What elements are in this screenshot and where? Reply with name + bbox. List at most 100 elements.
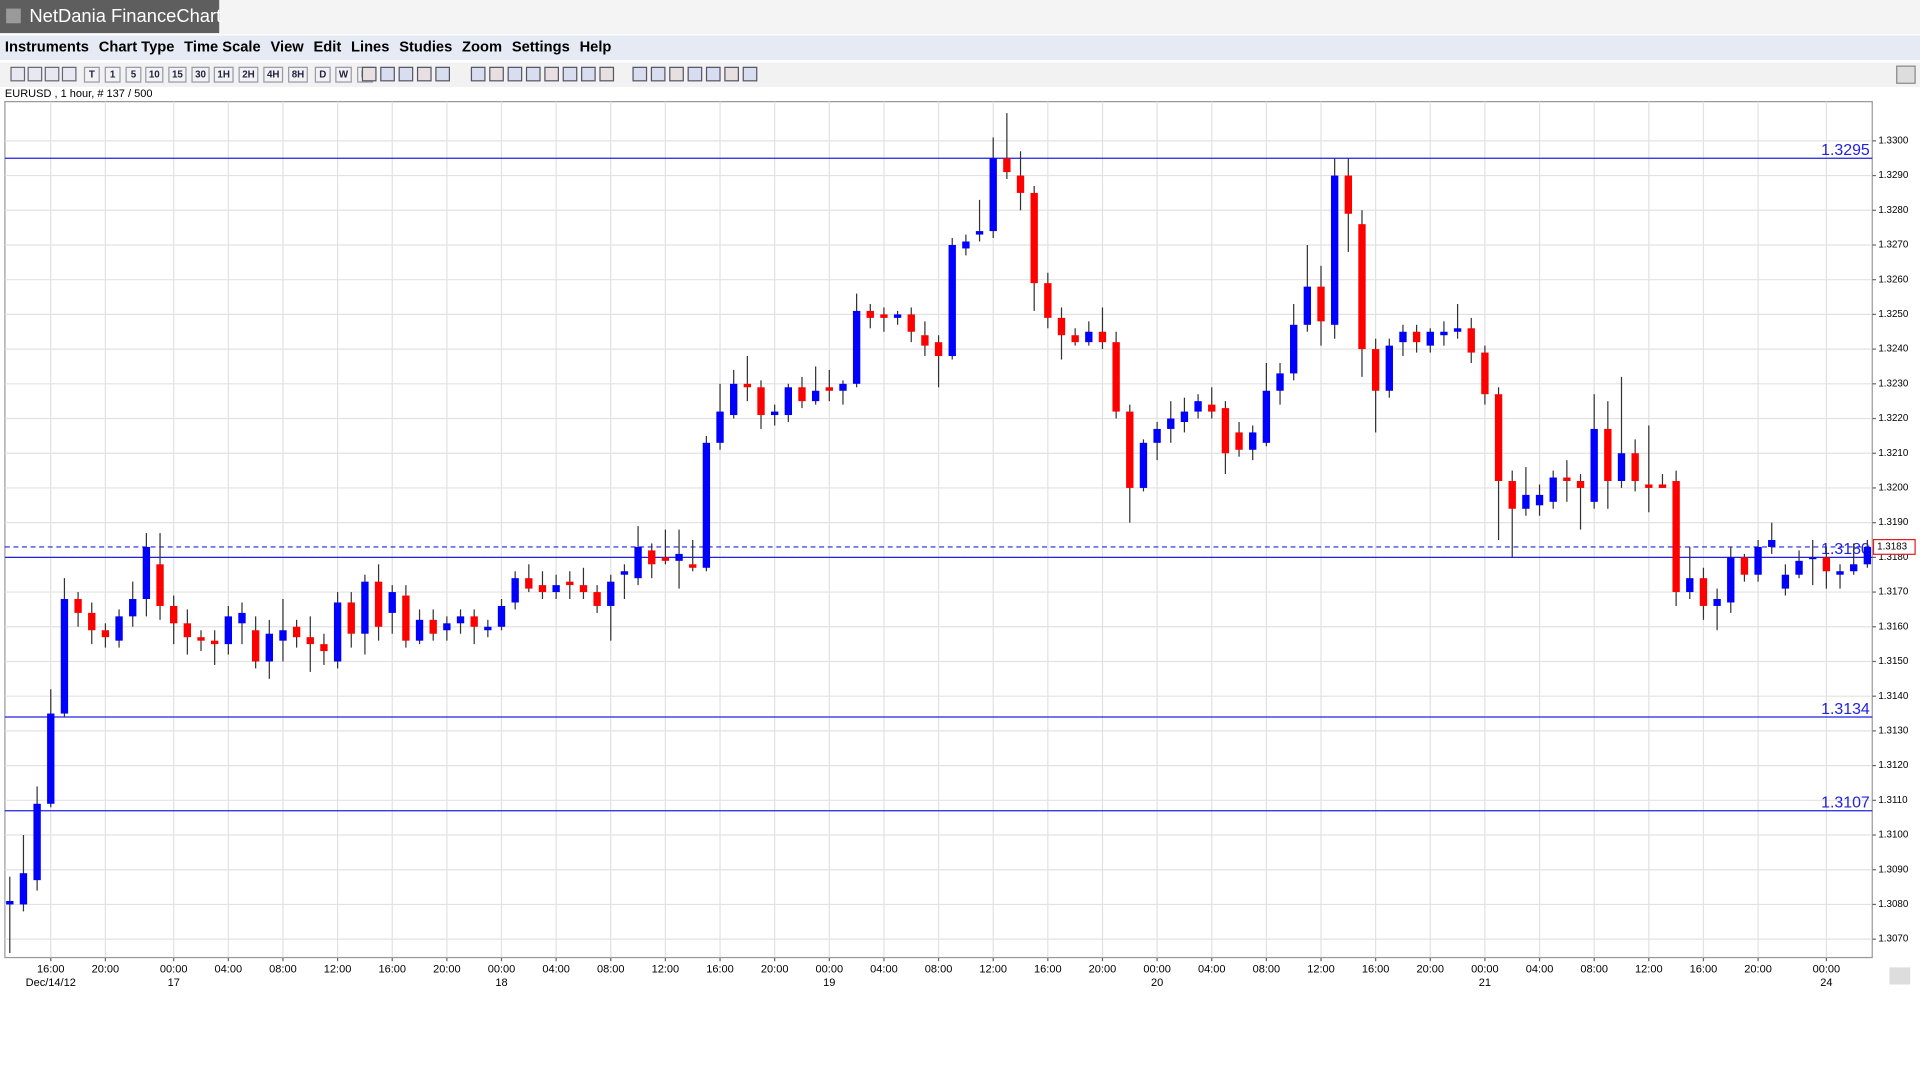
y-tick-label: 1.3230: [1878, 378, 1908, 389]
menu-item[interactable]: Zoom: [462, 40, 502, 56]
timescale-button[interactable]: 10: [149, 69, 160, 80]
timescale-button[interactable]: 15: [172, 69, 183, 80]
candle-body: [1781, 574, 1790, 589]
candle-body: [1467, 328, 1475, 353]
timescale-button-frame[interactable]: [238, 66, 259, 83]
candle-body: [347, 602, 355, 634]
y-tick-label: 1.3090: [1878, 864, 1908, 875]
candle-body: [1290, 324, 1298, 374]
candle-body: [934, 342, 943, 357]
panel-button[interactable]: [1896, 65, 1916, 84]
candle-body: [6, 900, 14, 905]
tool-icon[interactable]: [705, 66, 721, 82]
tool-icon[interactable]: [599, 66, 615, 82]
tool-icon[interactable]: [544, 66, 559, 82]
tool-icon[interactable]: [687, 66, 703, 82]
x-tick-label: 04:00: [542, 964, 570, 976]
candle-body: [60, 599, 69, 714]
candle-body: [1686, 578, 1694, 593]
menu-item[interactable]: Time Scale: [184, 40, 260, 56]
tool-icon[interactable]: [507, 66, 523, 82]
y-tick-label: 1.3160: [1878, 621, 1908, 632]
y-tick-label: 1.3240: [1878, 344, 1908, 355]
candle-body: [1494, 394, 1503, 481]
candle-body: [129, 599, 137, 617]
tool-icon[interactable]: [581, 66, 596, 82]
scroll-button[interactable]: [1889, 967, 1911, 985]
tool-icon[interactable]: [416, 66, 432, 82]
timescale-button-frame[interactable]: [104, 66, 121, 83]
x-tick-label: 08:00: [925, 964, 953, 976]
menu-item[interactable]: Help: [580, 40, 612, 56]
timescale-button-frame[interactable]: [314, 66, 331, 83]
tool-icon[interactable]: [470, 66, 486, 82]
timescale-button[interactable]: 1H: [217, 69, 230, 80]
timescale-button-frame[interactable]: [288, 66, 308, 83]
tool-icon[interactable]: [669, 66, 684, 82]
timescale-button[interactable]: D: [319, 69, 326, 80]
timescale-button[interactable]: 8H: [292, 69, 305, 80]
level-label: 1.3180: [1821, 541, 1870, 558]
candle-body: [1727, 557, 1735, 603]
tool-icon[interactable]: [361, 66, 377, 82]
tool-icon[interactable]: [742, 66, 758, 82]
tool-icon[interactable]: [489, 66, 504, 82]
candle-body: [1098, 331, 1107, 343]
menu-item[interactable]: Studies: [399, 40, 452, 56]
timescale-button-frame[interactable]: [213, 66, 234, 83]
menu-item[interactable]: Chart Type: [99, 40, 175, 56]
menu-item[interactable]: Settings: [512, 40, 570, 56]
timescale-button[interactable]: 4H: [267, 69, 280, 80]
timescale-button[interactable]: W: [339, 69, 349, 80]
timescale-button-frame[interactable]: [263, 66, 284, 83]
level-label: 1.3295: [1821, 142, 1870, 159]
menu-item[interactable]: Lines: [351, 40, 389, 56]
menu-item[interactable]: View: [270, 40, 304, 56]
tool-icon[interactable]: [650, 66, 666, 82]
menu-item[interactable]: Instruments: [5, 40, 89, 56]
candle-body: [19, 873, 28, 905]
timescale-button[interactable]: 2H: [242, 69, 255, 80]
candle-body: [689, 564, 697, 568]
candle-body: [1330, 175, 1339, 325]
y-tick-label: 1.3220: [1878, 413, 1908, 424]
candle-body: [607, 581, 615, 606]
timescale-button-frame[interactable]: [125, 66, 142, 83]
tool-icon[interactable]: [10, 66, 26, 82]
tool-icon[interactable]: [61, 66, 77, 82]
timescale-button[interactable]: 30: [195, 69, 206, 80]
timescale-button-frame[interactable]: [168, 66, 187, 83]
tool-icon[interactable]: [724, 66, 739, 82]
timescale-button[interactable]: 1: [110, 69, 116, 80]
candle-body: [511, 578, 519, 603]
tool-icon[interactable]: [632, 66, 648, 82]
candle-body: [825, 387, 833, 391]
timescale-button-frame[interactable]: [145, 66, 164, 83]
menu-item[interactable]: Edit: [313, 40, 341, 56]
tool-icon[interactable]: [525, 66, 541, 82]
tool-icon[interactable]: [435, 66, 450, 82]
tool-icon[interactable]: [44, 66, 60, 82]
x-tick-label: 08:00: [1580, 964, 1608, 976]
timescale-button-frame[interactable]: [335, 66, 352, 83]
timescale-button-frame[interactable]: [191, 66, 210, 83]
candle-body: [893, 314, 902, 318]
timescale-button[interactable]: T: [89, 69, 95, 80]
x-tick-label: 00:00: [816, 964, 844, 976]
x-tick-label: 12:00: [979, 964, 1007, 976]
candle-body: [989, 158, 997, 232]
timescale-button-frame[interactable]: [83, 66, 100, 83]
candle-body: [1085, 331, 1093, 343]
candle-body: [1276, 373, 1284, 391]
tool-icon[interactable]: [27, 66, 43, 82]
tool-icon[interactable]: [562, 66, 578, 82]
candle-body: [1440, 331, 1448, 336]
tool-icon[interactable]: [380, 66, 395, 82]
candle-body: [1194, 401, 1202, 412]
tool-icon[interactable]: [398, 66, 414, 82]
timescale-button[interactable]: 5: [131, 69, 137, 80]
candle-body: [975, 231, 984, 235]
plot: 1.3300 1.3290 1.3280 1.3270 1.3260 1.3250 1.32…: [4, 101, 1916, 989]
x-date-label: 17: [168, 977, 180, 989]
candle-body: [1126, 411, 1134, 488]
